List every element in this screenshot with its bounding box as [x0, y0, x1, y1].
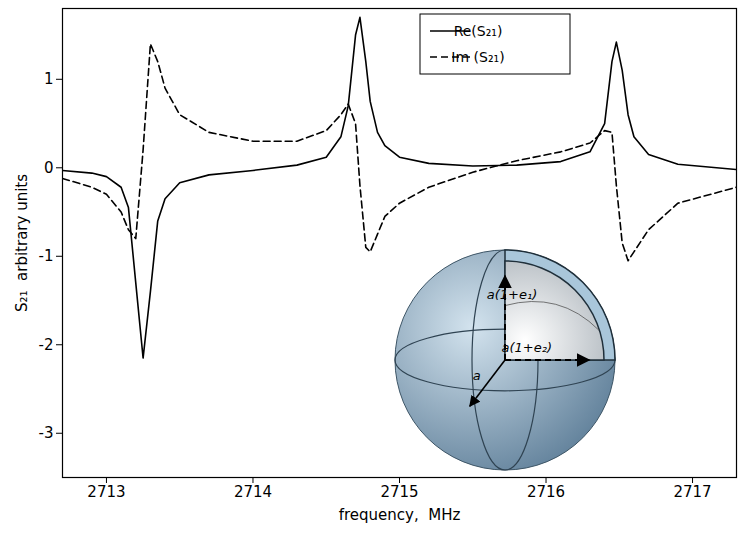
svg-text:2714: 2714	[234, 483, 272, 501]
svg-text:2715: 2715	[380, 483, 418, 501]
svg-text:2717: 2717	[673, 483, 711, 501]
svg-text:-2: -2	[39, 336, 54, 354]
svg-text:Re(S₂₁): Re(S₂₁)	[454, 23, 503, 39]
svg-text:S₂₁ arbitrary units: S₂₁ arbitrary units	[13, 174, 31, 312]
svg-text:-1: -1	[39, 247, 54, 265]
svg-text:a(1+e₁): a(1+e₁)	[487, 287, 537, 302]
svg-text:a: a	[473, 368, 481, 383]
svg-text:2716: 2716	[527, 483, 565, 501]
svg-text:a(1+e₂): a(1+e₂)	[502, 340, 552, 355]
svg-text:frequency, MHz: frequency, MHz	[339, 506, 461, 524]
svg-text:1: 1	[44, 70, 54, 88]
svg-text:0: 0	[44, 159, 54, 177]
svg-text:2713: 2713	[87, 483, 125, 501]
svg-text:-3: -3	[39, 424, 54, 442]
svg-text:Im (S₂₁): Im (S₂₁)	[451, 49, 504, 65]
